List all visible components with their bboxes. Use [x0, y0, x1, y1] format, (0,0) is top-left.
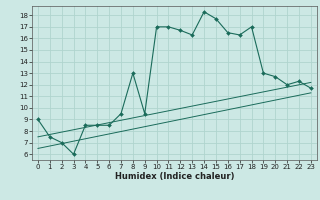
X-axis label: Humidex (Indice chaleur): Humidex (Indice chaleur): [115, 172, 234, 181]
